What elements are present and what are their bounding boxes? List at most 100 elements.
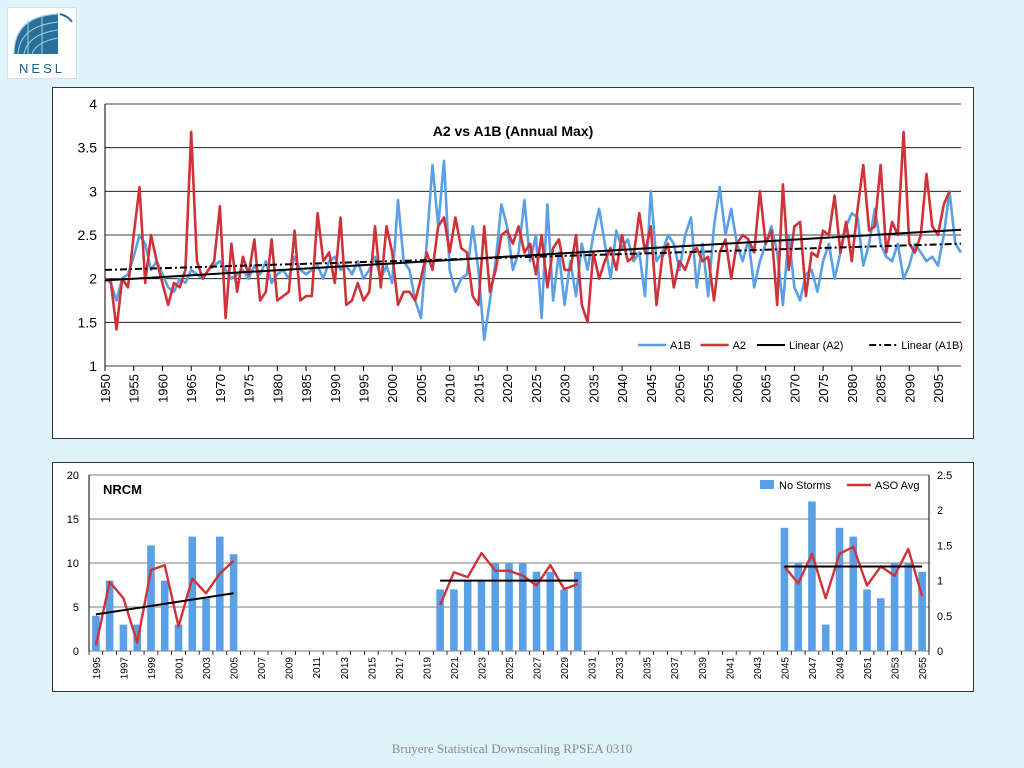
legend-swatch bbox=[760, 480, 774, 489]
storm-bar bbox=[546, 571, 555, 651]
x-tick-label: 2055 bbox=[918, 657, 929, 680]
y-tick-label: 4 bbox=[89, 96, 97, 112]
y-tick-label: 1 bbox=[89, 358, 97, 374]
x-tick-label: 2051 bbox=[863, 657, 874, 680]
storm-bar bbox=[202, 598, 210, 651]
x-tick-label: 2041 bbox=[725, 657, 736, 680]
storm-bar bbox=[119, 624, 128, 651]
storm-bar bbox=[574, 571, 582, 651]
x-tick-label: 1999 bbox=[147, 657, 158, 680]
y-right-tick-label: 2 bbox=[937, 505, 943, 517]
series-line-a1b bbox=[104, 159, 963, 342]
legend-label: Linear (A2) bbox=[789, 340, 843, 352]
x-tick-label: 2025 bbox=[529, 374, 544, 403]
storm-bar bbox=[216, 536, 224, 651]
x-tick-label: 2025 bbox=[505, 657, 516, 680]
x-tick-label: 2000 bbox=[385, 374, 400, 403]
storm-bar bbox=[477, 580, 486, 651]
storm-bar bbox=[821, 624, 830, 651]
chart-title: A2 vs A1B (Annual Max) bbox=[433, 123, 594, 139]
x-tick-label: 2023 bbox=[477, 657, 488, 680]
y-right-tick-label: 0.5 bbox=[937, 611, 952, 623]
x-tick-label: 2010 bbox=[443, 374, 458, 403]
storm-bar bbox=[808, 501, 816, 651]
storm-bar bbox=[890, 563, 899, 651]
storm-bar bbox=[918, 571, 926, 651]
y-left-tick-label: 15 bbox=[67, 514, 79, 526]
x-tick-label: 2035 bbox=[586, 374, 601, 403]
storm-bar bbox=[877, 598, 885, 651]
x-tick-label: 1950 bbox=[98, 374, 113, 403]
trend-line bbox=[104, 228, 962, 282]
globe-grid-icon bbox=[13, 13, 73, 55]
y-tick-label: 1.5 bbox=[78, 314, 98, 330]
x-tick-label: 2019 bbox=[422, 657, 433, 680]
y-tick-label: 2 bbox=[89, 271, 97, 287]
x-tick-label: 1995 bbox=[92, 657, 103, 680]
x-tick-label: 2055 bbox=[701, 374, 716, 403]
storm-bar bbox=[794, 563, 802, 651]
storm-bar bbox=[904, 563, 913, 651]
x-tick-label: 2021 bbox=[450, 657, 461, 680]
x-tick-label: 2075 bbox=[816, 374, 831, 403]
legend-label: A1B bbox=[670, 340, 691, 352]
storm-bar bbox=[105, 580, 114, 651]
storm-bar bbox=[160, 580, 169, 651]
x-tick-label: 1990 bbox=[328, 374, 343, 403]
x-tick-label: 2037 bbox=[670, 657, 681, 680]
x-tick-label: 2065 bbox=[759, 374, 774, 403]
x-tick-label: 2080 bbox=[845, 374, 860, 403]
storm-bar bbox=[436, 589, 444, 651]
storm-bar bbox=[188, 536, 197, 651]
x-tick-label: 2007 bbox=[257, 657, 268, 680]
x-tick-label: 2090 bbox=[902, 374, 917, 403]
storm-bar bbox=[560, 589, 568, 651]
y-right-tick-label: 1 bbox=[937, 576, 943, 588]
storm-bar bbox=[518, 563, 527, 651]
x-tick-label: 2060 bbox=[730, 374, 745, 403]
y-left-tick-label: 20 bbox=[67, 470, 79, 482]
a2-vs-a1b-chart: 1 1.5 2 2.5 3 3.5 4 1950 1955 1960 1965 1970 1975 198… bbox=[78, 96, 963, 403]
storm-bar bbox=[450, 589, 458, 651]
x-tick-label: 1995 bbox=[357, 374, 372, 403]
trend-line bbox=[95, 592, 234, 616]
legend-label: A2 bbox=[733, 340, 746, 352]
x-tick-label: 1970 bbox=[213, 374, 228, 403]
x-tick-label: 2045 bbox=[780, 657, 791, 680]
x-tick-label: 2031 bbox=[588, 657, 599, 680]
storm-bar bbox=[532, 571, 541, 651]
x-tick-label: 2015 bbox=[471, 374, 486, 403]
x-tick-label: 2045 bbox=[644, 374, 659, 403]
y-left-tick-label: 0 bbox=[73, 646, 79, 658]
x-tick-label: 2039 bbox=[698, 657, 709, 680]
storm-bar bbox=[505, 563, 513, 651]
storm-bar bbox=[849, 536, 858, 651]
x-tick-label: 1985 bbox=[299, 374, 314, 403]
x-tick-label: 2043 bbox=[753, 657, 764, 680]
y-left-tick-label: 5 bbox=[73, 602, 79, 614]
y-right-tick-label: 1.5 bbox=[937, 540, 952, 552]
y-right-tick-label: 2.5 bbox=[937, 470, 952, 482]
x-tick-label: 2003 bbox=[202, 657, 213, 680]
storm-bar bbox=[463, 580, 472, 651]
a2-vs-a1b-chart-panel: 1 1.5 2 2.5 3 3.5 4 1950 1955 1960 1965 1970 1975 198… bbox=[52, 87, 974, 439]
x-tick-label: 1975 bbox=[242, 374, 257, 403]
y-tick-label: 3.5 bbox=[78, 140, 98, 156]
x-tick-label: 2011 bbox=[312, 657, 323, 679]
x-tick-label: 2047 bbox=[808, 657, 819, 680]
x-tick-label: 2033 bbox=[615, 657, 626, 680]
x-tick-label: 1980 bbox=[270, 374, 285, 403]
storm-bar bbox=[229, 554, 238, 651]
x-tick-label: 2050 bbox=[672, 374, 687, 403]
nrcm-chart-panel: 0 5 10 15 20 0 0.5 1 1.5 2 2.5 1995 1997 1999 2001 2003… bbox=[52, 462, 974, 692]
y-right-tick-label: 0 bbox=[937, 646, 943, 658]
x-tick-label: 2013 bbox=[340, 657, 351, 680]
logo-text: NESL bbox=[19, 61, 65, 76]
nesl-logo: NESL bbox=[7, 7, 77, 79]
x-tick-label: 2070 bbox=[787, 374, 802, 403]
y-tick-label: 3 bbox=[89, 183, 97, 199]
x-tick-label: 2029 bbox=[560, 657, 571, 680]
x-tick-label: 2015 bbox=[367, 657, 378, 680]
x-tick-label: 2035 bbox=[643, 657, 654, 680]
storm-bar bbox=[92, 615, 100, 651]
